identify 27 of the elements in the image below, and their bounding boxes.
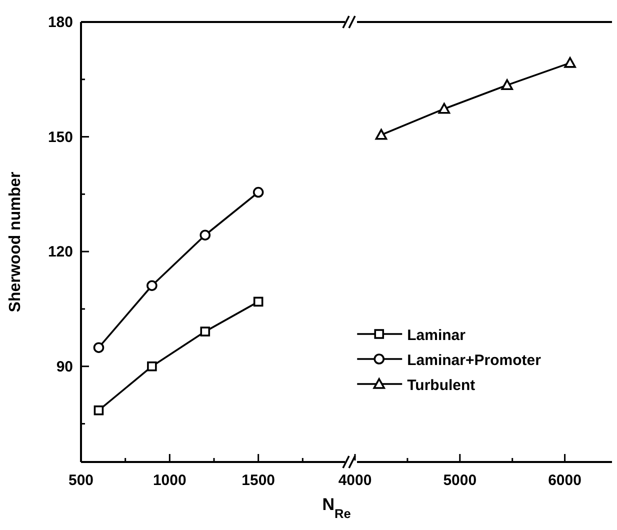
point	[93, 342, 104, 353]
point	[147, 361, 157, 372]
x-tick-label: 1000	[152, 472, 186, 489]
x-tick-label: 6000	[548, 472, 582, 489]
point	[253, 296, 264, 307]
point	[375, 128, 388, 140]
point	[252, 186, 264, 198]
y-tick-label: 90	[56, 358, 73, 376]
x-tick-label: 1500	[242, 472, 276, 489]
y-axis-title: Sherwood number	[7, 172, 24, 312]
x-tick-label: 500	[68, 472, 94, 489]
point	[564, 57, 576, 68]
x-axis-title: N$_{Re}$	[322, 495, 351, 520]
point	[200, 230, 211, 241]
y-tick-label: 180	[48, 14, 73, 31]
legend-label: Turbulent	[407, 377, 476, 394]
point	[146, 280, 158, 292]
legend-label: Laminar	[407, 327, 466, 344]
point	[438, 102, 450, 114]
x-tick-label: 5000	[443, 472, 477, 489]
y-tick-label: 150	[48, 128, 73, 146]
point	[200, 326, 210, 336]
point	[94, 405, 104, 416]
y-tick-label: 120	[48, 244, 73, 261]
x-tick-label: 4000	[338, 472, 372, 489]
point	[501, 79, 513, 90]
legend-label: Laminar+Promoter	[407, 352, 542, 369]
